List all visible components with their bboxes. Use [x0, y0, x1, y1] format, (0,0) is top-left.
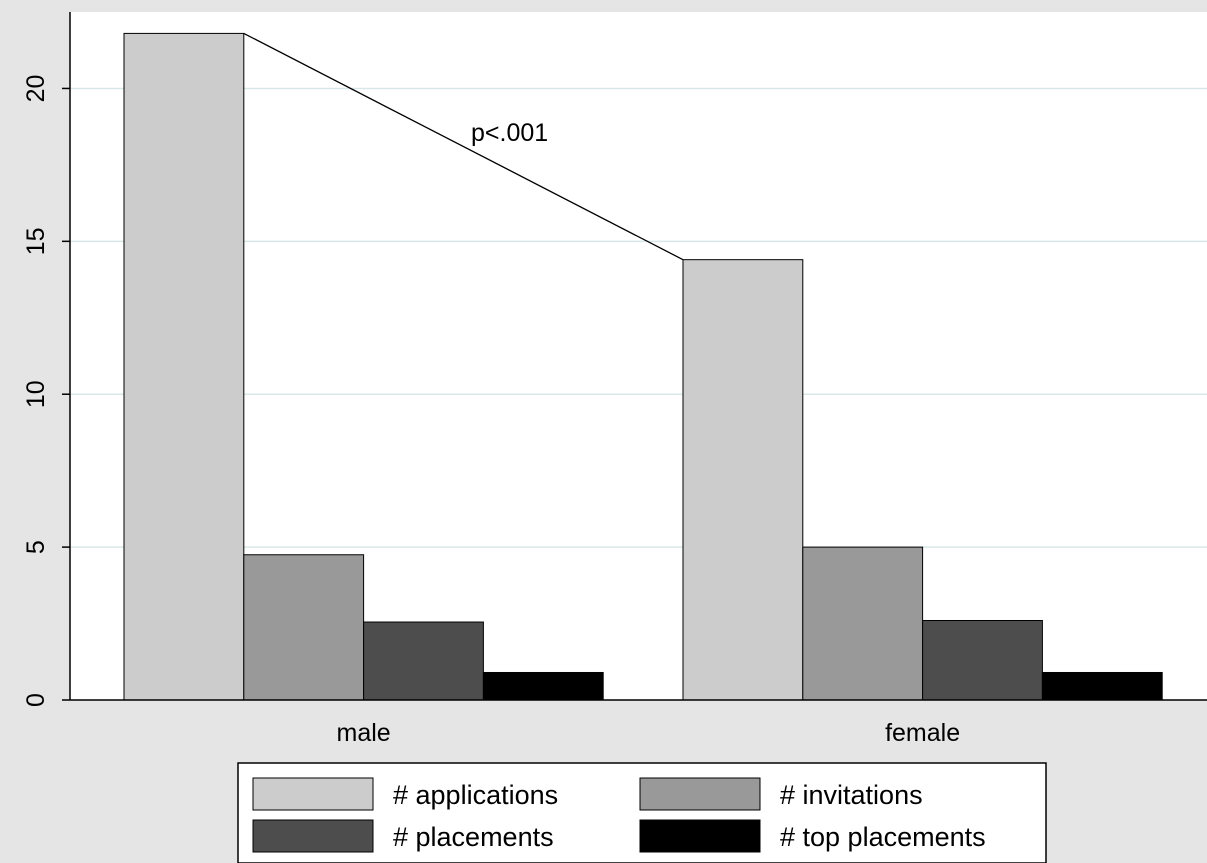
y-tick-label: 15	[22, 227, 50, 255]
bar-female-4	[1041, 671, 1163, 701]
y-axis: 0 5 10 15 20	[22, 12, 1207, 707]
legend-label: # applications	[393, 780, 558, 810]
legend-label: # placements	[393, 822, 554, 852]
bar-male-4	[482, 671, 604, 701]
bars	[123, 32, 1163, 701]
bar-female-2	[802, 546, 924, 701]
legend-label: # top placements	[780, 822, 986, 852]
y-tick-label: 20	[22, 75, 50, 103]
y-tick-label: 0	[22, 693, 50, 707]
legend-swatch	[639, 819, 761, 853]
legend-swatch	[639, 777, 761, 811]
annotation-label: p<.001	[471, 119, 548, 147]
bar-male-3	[363, 621, 484, 701]
significance-annotation: p<.001	[243, 32, 684, 261]
category-label: female	[885, 719, 960, 747]
bar-female-1	[682, 259, 804, 701]
bar-female-3	[922, 619, 1043, 701]
legend-label: # invitations	[780, 780, 923, 810]
bar-male-1	[123, 32, 245, 701]
legend: # applications # invitations # placements #…	[237, 762, 1047, 863]
gridlines	[70, 87, 1207, 548]
x-axis-category-labels: male female	[337, 719, 961, 747]
annotation-line	[243, 32, 684, 261]
bar-male-2	[243, 554, 365, 701]
category-label: male	[337, 719, 391, 747]
y-tick-label: 5	[22, 540, 50, 554]
legend-swatch	[252, 819, 374, 853]
legend-swatch	[252, 777, 374, 811]
y-tick-label: 10	[22, 380, 50, 408]
